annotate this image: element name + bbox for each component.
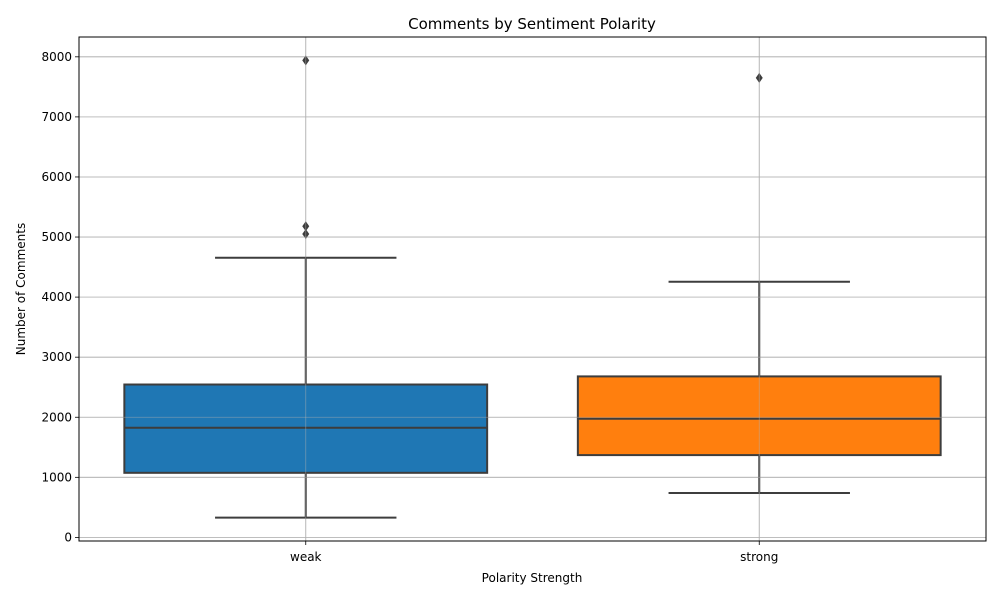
y-tick-label: 8000 — [41, 50, 72, 64]
y-tick-label: 4000 — [41, 290, 72, 304]
y-tick-label: 1000 — [41, 470, 72, 484]
y-tick-label: 0 — [64, 530, 72, 544]
y-tick-label: 7000 — [41, 110, 72, 124]
boxes — [79, 37, 986, 541]
x-tick-label-strong: strong — [740, 550, 778, 564]
y-tick-label: 6000 — [41, 170, 72, 184]
y-axis-label: Number of Comments — [14, 223, 28, 355]
chart-title: Comments by Sentiment Polarity — [408, 15, 656, 33]
x-tick-label-weak: weak — [290, 550, 322, 564]
x-axis-label: Polarity Strength — [482, 571, 583, 585]
plot-frame — [78, 36, 987, 542]
y-tick-label: 3000 — [41, 350, 72, 364]
y-tick-label: 2000 — [41, 410, 72, 424]
y-tick-label: 5000 — [41, 230, 72, 244]
axis-ticks: 0 1000 2000 3000 4000 5000 6000 7000 8000 weak str… — [41, 50, 778, 564]
